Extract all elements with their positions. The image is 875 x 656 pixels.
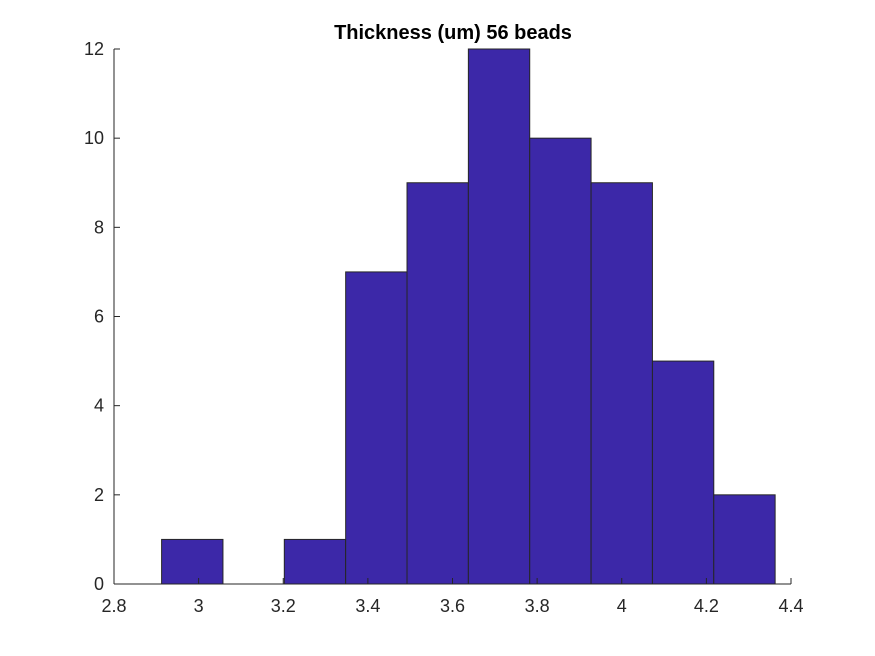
x-tick-label: 4.4 <box>778 596 803 616</box>
y-tick-label: 10 <box>84 128 104 148</box>
histogram-bar <box>651 360 715 585</box>
histogram-bar <box>161 538 224 585</box>
bars-group <box>161 48 776 585</box>
y-tick-label: 6 <box>94 307 104 327</box>
y-tick-label: 12 <box>84 39 104 59</box>
histogram-bar <box>467 48 531 585</box>
histogram-bar <box>590 182 653 585</box>
x-tick-label: 4.2 <box>694 596 719 616</box>
histogram-bar <box>406 182 469 585</box>
chart-title: Thickness (um) 56 beads <box>334 22 572 44</box>
x-tick-label: 2.8 <box>101 596 126 616</box>
x-tick-label: 3.6 <box>440 596 465 616</box>
histogram-bar <box>713 494 776 585</box>
x-tick-label: 4 <box>617 596 627 616</box>
histogram-bar <box>345 271 408 585</box>
y-tick-label: 2 <box>94 485 104 505</box>
x-tick-label: 3.4 <box>355 596 380 616</box>
histogram-bar <box>283 538 347 585</box>
y-tick-label: 4 <box>94 396 104 416</box>
y-tick-label: 8 <box>94 217 104 237</box>
x-tick-label: 3.2 <box>271 596 296 616</box>
x-tick-label: 3.8 <box>525 596 550 616</box>
x-tick-label: 3 <box>194 596 204 616</box>
y-tick-label: 0 <box>94 574 104 594</box>
histogram-bar <box>529 137 592 585</box>
axes-group: 2.8 3 3.2 3.4 3.6 3.8 4 4.2 4.4 0 2 4 6 8 10 12 <box>84 39 804 616</box>
